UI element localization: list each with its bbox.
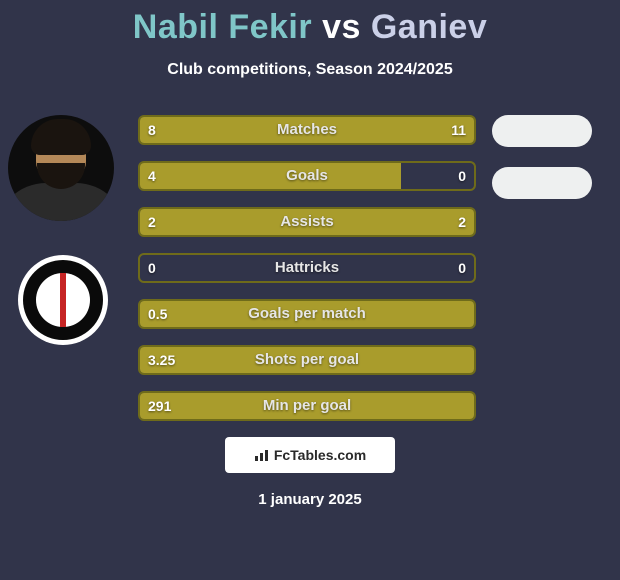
inner: Nabil Fekir vs Ganiev Club competitions,… [0,0,620,580]
stat-label: Matches [138,115,476,145]
stat-value-right: 0 [458,253,466,283]
right-column [492,115,604,199]
comparison-card: Nabil Fekir vs Ganiev Club competitions,… [0,0,620,580]
stat-value-right: 0 [458,161,466,191]
stat-row: Goals4 0 [138,161,476,191]
avatar-hair [31,119,91,155]
stat-value-right: 11 [451,115,466,145]
stat-value-right: 2 [458,207,466,237]
footer-date: 1 january 2025 [0,491,620,508]
stat-bars: Matches811Goals40Assists22Hattricks00Goa… [138,115,476,421]
title-vs: vs [322,8,361,46]
stat-label: Hattricks [138,253,476,283]
stat-label: Shots per goal [138,345,476,375]
brand-chart-icon [254,448,270,462]
title-player1: Nabil Fekir [133,8,312,46]
subtitle: Club competitions, Season 2024/2025 [0,61,620,79]
stat-value-left: 4 [148,161,156,191]
stat-row: Goals per match0.5 [138,299,476,329]
brand-text: FcTables.com [274,447,366,463]
club-badge [18,255,108,345]
player2-avatar-placeholder-2 [492,167,592,199]
stat-value-left: 8 [148,115,156,145]
stat-row: Hattricks0 0 [138,253,476,283]
stat-label: Goals per match [138,299,476,329]
stat-value-left: 3.25 [148,345,175,375]
stat-value-left: 291 [148,391,171,421]
stat-row: Matches8 11 [138,115,476,145]
player2-avatar-placeholder-1 [492,115,592,147]
player1-avatar [8,115,114,221]
stat-value-left: 0 [148,253,156,283]
left-column [6,115,126,345]
stat-label: Assists [138,207,476,237]
stat-row: Min per goal291 [138,391,476,421]
brand-badge[interactable]: FcTables.com [225,437,395,473]
stat-value-left: 0.5 [148,299,167,329]
stat-row: Shots per goal3.25 [138,345,476,375]
title: Nabil Fekir vs Ganiev [0,0,620,47]
title-player2: Ganiev [371,8,487,46]
stat-value-left: 2 [148,207,156,237]
stat-row: Assists2 2 [138,207,476,237]
content: Matches811Goals40Assists22Hattricks00Goa… [0,115,620,421]
club-stripe [60,273,66,327]
stat-label: Min per goal [138,391,476,421]
stat-label: Goals [138,161,476,191]
